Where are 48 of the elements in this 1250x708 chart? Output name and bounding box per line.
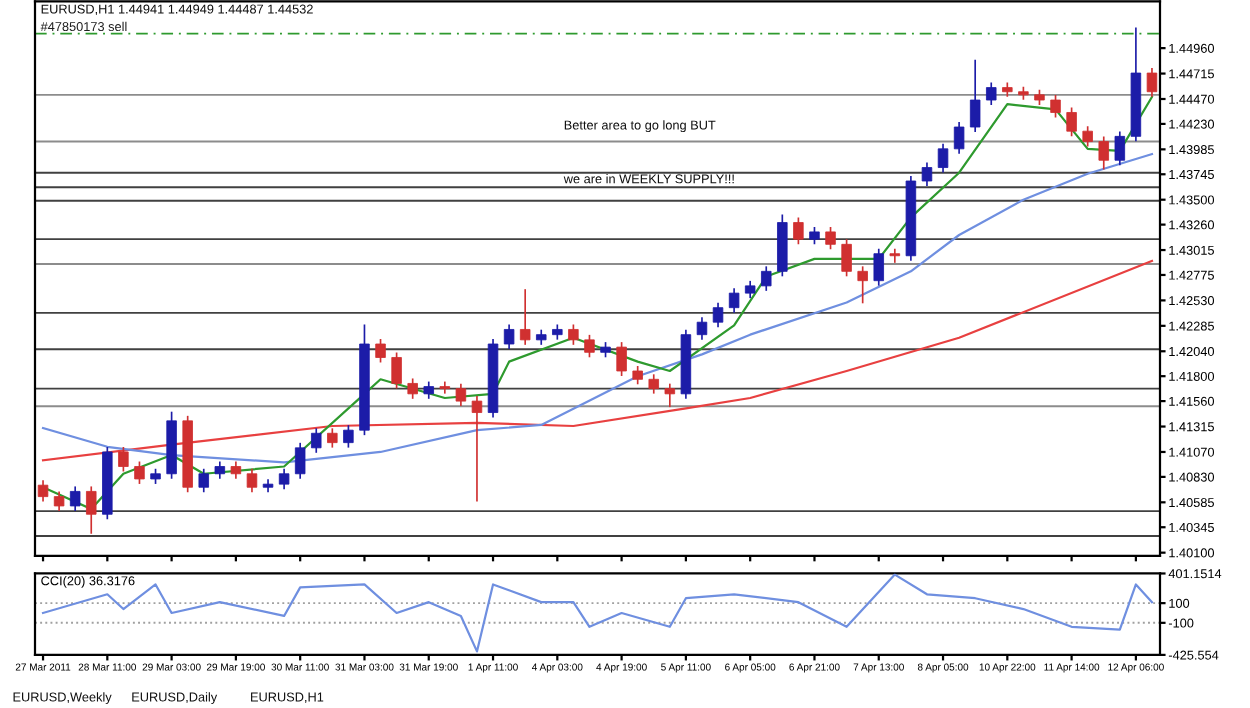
candlestick [246,468,258,493]
candlestick [198,468,209,493]
candlestick [696,317,708,340]
candlestick [1114,131,1126,166]
candlestick [455,383,467,407]
candlestick [391,352,402,389]
candlestick [86,486,97,534]
candlestick [134,461,145,484]
candlestick [761,266,772,291]
candlestick [584,334,595,358]
candlestick [311,428,322,453]
candlestick [616,342,627,376]
line-series [41,152,1154,464]
candlestick [375,339,386,363]
candlestick [1146,68,1158,97]
candlestick [664,383,676,408]
candlestick [841,239,852,277]
candlestick [568,324,579,345]
candlestick [953,122,965,154]
candlestick [873,248,884,286]
candlestick [439,381,451,394]
candlestick [937,143,949,173]
candlestick [921,162,933,187]
candlestick [407,378,418,399]
candlestick [712,302,724,328]
candlestick [69,486,81,511]
candlestick [552,324,563,340]
candlestick [969,59,981,133]
candlestick [1082,126,1093,147]
candlestick [519,289,531,345]
candlestick [278,468,290,490]
candlestick [1098,136,1109,170]
candlestick [889,248,901,263]
candlestick [793,217,804,245]
candlestick [118,446,129,472]
candlestick [1050,95,1061,118]
candlestick [728,288,740,313]
candlestick [1066,107,1077,137]
candlestick [503,324,515,349]
candlestick [37,480,49,502]
candlestick [825,226,836,250]
candlestick [343,425,354,448]
candlestick [857,266,868,304]
line-series [41,259,1154,462]
candlestick [294,442,306,479]
candlestick [471,396,483,502]
line-series [41,573,1154,653]
candlestick [986,82,997,106]
